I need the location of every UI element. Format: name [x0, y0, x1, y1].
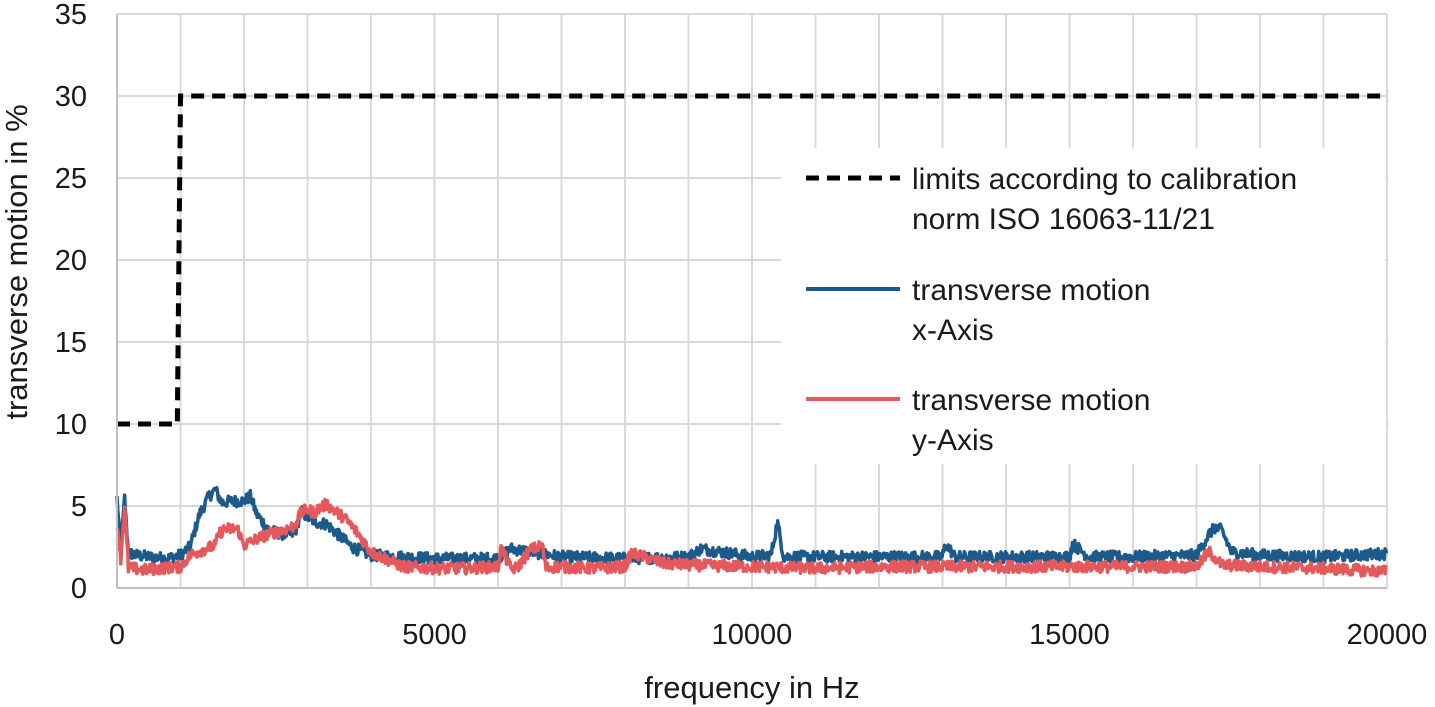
x-tick-label: 20000 — [1347, 619, 1428, 651]
y-tick-label: 25 — [55, 163, 87, 195]
legend-background — [781, 148, 1385, 464]
y-axis-title: transverse motion in % — [0, 104, 34, 419]
tick-labels: 0 5 10 15 20 25 30 35 0 5000 10000 15000 20000 — [55, 0, 1428, 651]
series-layer — [115, 93, 1389, 578]
legend-label: y-Axis — [912, 424, 994, 457]
y-tick-label: 5 — [71, 491, 87, 523]
legend-label: limits according to calibration — [912, 163, 1297, 196]
legend-label: x-Axis — [912, 314, 994, 347]
y-tick-label: 15 — [55, 327, 87, 359]
x-tick-label: 15000 — [1029, 619, 1110, 651]
legend-label: transverse motion — [912, 274, 1150, 307]
legend-label: norm ISO 16063-11/21 — [912, 203, 1215, 236]
y-tick-label: 10 — [55, 409, 87, 441]
series-line-limits — [117, 93, 1387, 427]
series-line-y-axis — [115, 497, 1388, 578]
axes — [116, 14, 1387, 589]
legend: limits according to calibration norm ISO … — [781, 148, 1385, 464]
series-line-x-axis — [115, 485, 1389, 566]
legend-label: transverse motion — [912, 384, 1150, 417]
x-axis-title: frequency in Hz — [644, 670, 859, 705]
x-tick-label: 10000 — [712, 619, 793, 651]
y-tick-label: 35 — [55, 0, 87, 31]
y-tick-label: 30 — [55, 81, 87, 113]
x-tick-label: 0 — [109, 619, 125, 651]
y-tick-label: 20 — [55, 245, 87, 277]
x-tick-label: 5000 — [402, 619, 467, 651]
y-tick-label: 0 — [71, 573, 87, 605]
